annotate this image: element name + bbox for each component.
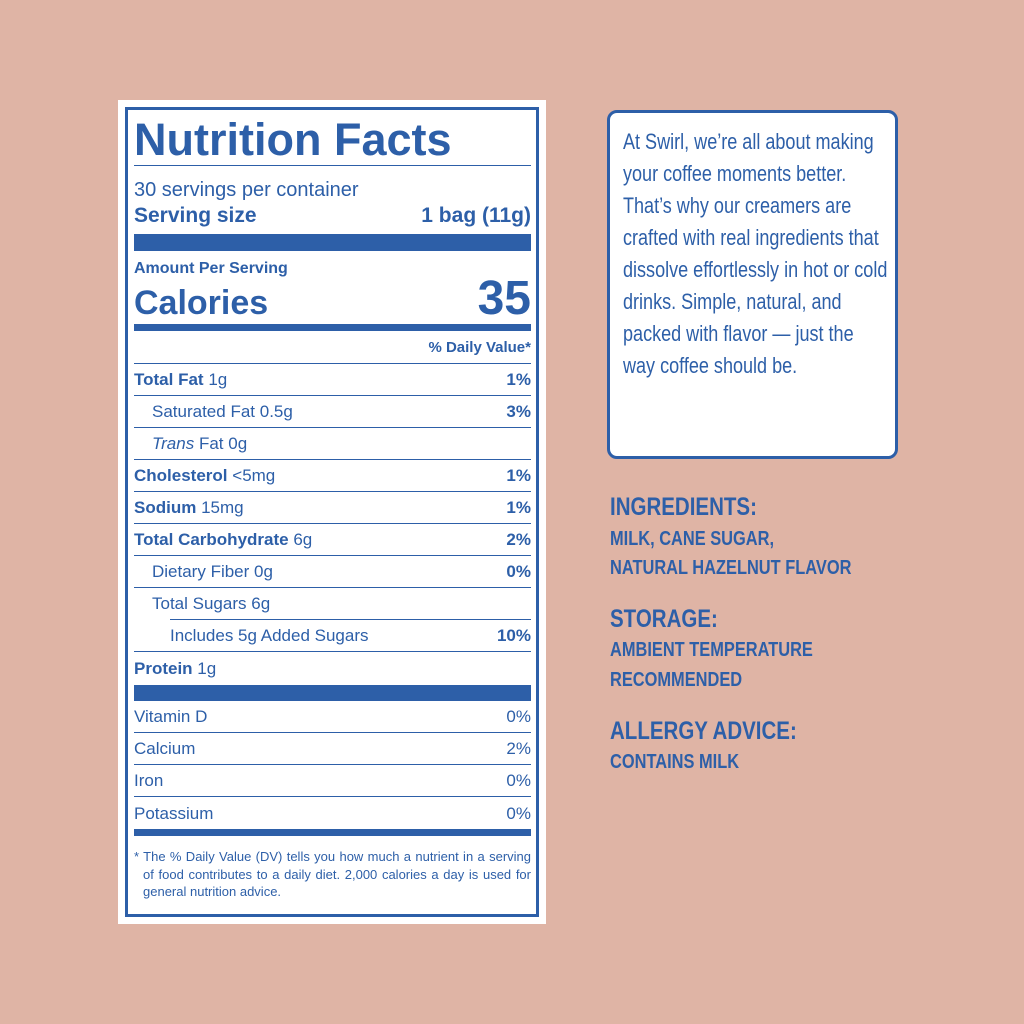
nutrient-amount: 1g (208, 370, 228, 389)
nutrient-dv: 0% (506, 562, 531, 581)
vitamin-name: Potassium (134, 804, 214, 823)
calories-value: 35 (477, 272, 531, 325)
thick-bar (134, 234, 531, 251)
medium-bar (134, 829, 531, 836)
nutrient-name: Fat (198, 434, 224, 453)
nutrient-amount: 0g (228, 434, 248, 453)
nutrient-amount: 0g (254, 562, 273, 581)
nutrient-row: Total Carbohydrate 6g 2% (134, 524, 531, 556)
section-line: AMBIENT TEMPERATURE (610, 639, 813, 661)
nutrient-amount: 0.5g (259, 402, 293, 421)
serving-size-label: Serving size (134, 204, 257, 227)
nutrient-row: Includes 5g Added Sugars 10% (134, 620, 531, 652)
nutrient-dv: 1% (506, 370, 531, 389)
vitamin-row: Calcium 2% (134, 733, 531, 765)
section-line: RECOMMENDED (610, 669, 743, 691)
calories-label: Calories (134, 284, 269, 322)
section-heading: ALLERGY ADVICE: (610, 717, 797, 745)
nutrient-row: Trans Fat 0g (134, 428, 531, 460)
nutrient-dv: 2% (506, 530, 531, 549)
section-heading: STORAGE: (610, 605, 718, 633)
nutrient-name: Sodium (134, 498, 197, 517)
nutrient-row: Total Fat 1g 1% (134, 364, 531, 396)
vitamin-row: Vitamin D 0% (134, 701, 531, 733)
nutrient-row: Sodium 15mg 1% (134, 492, 531, 524)
nutrient-dv: 10% (496, 626, 531, 645)
section-line: CONTAINS MILK (610, 751, 740, 773)
vitamin-row: Potassium 0% (134, 798, 531, 830)
divider (170, 619, 531, 620)
vitamin-name: Vitamin D (134, 707, 208, 726)
description: At Swirl, we’re all about making your co… (623, 129, 888, 378)
nutrient-amount: 1g (197, 659, 217, 678)
serving-size: Serving size 1 bag (11g) (134, 203, 531, 229)
section-heading: INGREDIENTS: (610, 493, 757, 521)
vitamin-name: Calcium (134, 739, 196, 758)
section-line: MILK, CANE SUGAR, (610, 528, 774, 550)
vitamin-dv: 0% (506, 804, 531, 823)
vitamin-row: Iron 0% (134, 765, 531, 797)
calories-row: Calories 35 (134, 274, 531, 324)
vitamin-dv: 0% (506, 707, 531, 726)
vitamin-name: Iron (134, 771, 164, 790)
nutrient-dv: 3% (506, 402, 531, 421)
label-title: Nutrition Facts (134, 114, 452, 165)
nutrient-amount: 6g (293, 530, 313, 549)
nutrient-dv: 1% (506, 466, 531, 485)
nutrient-name: Total Carbohydrate (134, 530, 289, 549)
nutrient-name: Saturated Fat (152, 402, 256, 421)
thick-bar (134, 685, 531, 701)
nutrient-name: Dietary Fiber (152, 562, 250, 581)
section-line: NATURAL HAZELNUT FLAVOR (610, 557, 852, 579)
medium-bar (134, 324, 531, 331)
label-frame (125, 107, 539, 917)
serving-size-value: 1 bag (11g) (421, 204, 531, 227)
nutrient-name: Includes 5g Added Sugars (170, 626, 369, 645)
nutrient-amount: <5mg (232, 466, 276, 485)
nutrient-row: Protein 1g (134, 653, 531, 685)
servings: 30 servings per container (134, 179, 359, 201)
vitamin-dv: 0% (506, 771, 531, 790)
nutrient-amount: 15mg (201, 498, 244, 517)
amount-per-serving: Amount Per Serving (134, 260, 288, 277)
nutrient-row: Total Sugars 6g (134, 588, 531, 620)
footnote: * The % Daily Value (DV) tells you how m… (134, 849, 531, 899)
nutrient-name: Protein (134, 659, 193, 678)
nutrient-row: Dietary Fiber 0g 0% (134, 556, 531, 588)
nutrient-dv: 1% (506, 498, 531, 517)
description-box: At Swirl, we’re all about making your co… (607, 110, 898, 459)
divider (134, 165, 531, 166)
nutrient-amount: 6g (251, 594, 271, 613)
nutrient-name: Total Sugars (152, 594, 247, 613)
vitamin-dv: 2% (506, 739, 531, 758)
nutrient-row: Cholesterol <5mg 1% (134, 460, 531, 492)
nutrient-name: Total Fat (134, 370, 204, 389)
nutrient-row: Saturated Fat 0.5g 3% (134, 396, 531, 428)
nutrient-name: Cholesterol (134, 466, 228, 485)
nutrient-prefix: Trans (152, 434, 195, 453)
daily-value-header: % Daily Value* (134, 338, 531, 364)
